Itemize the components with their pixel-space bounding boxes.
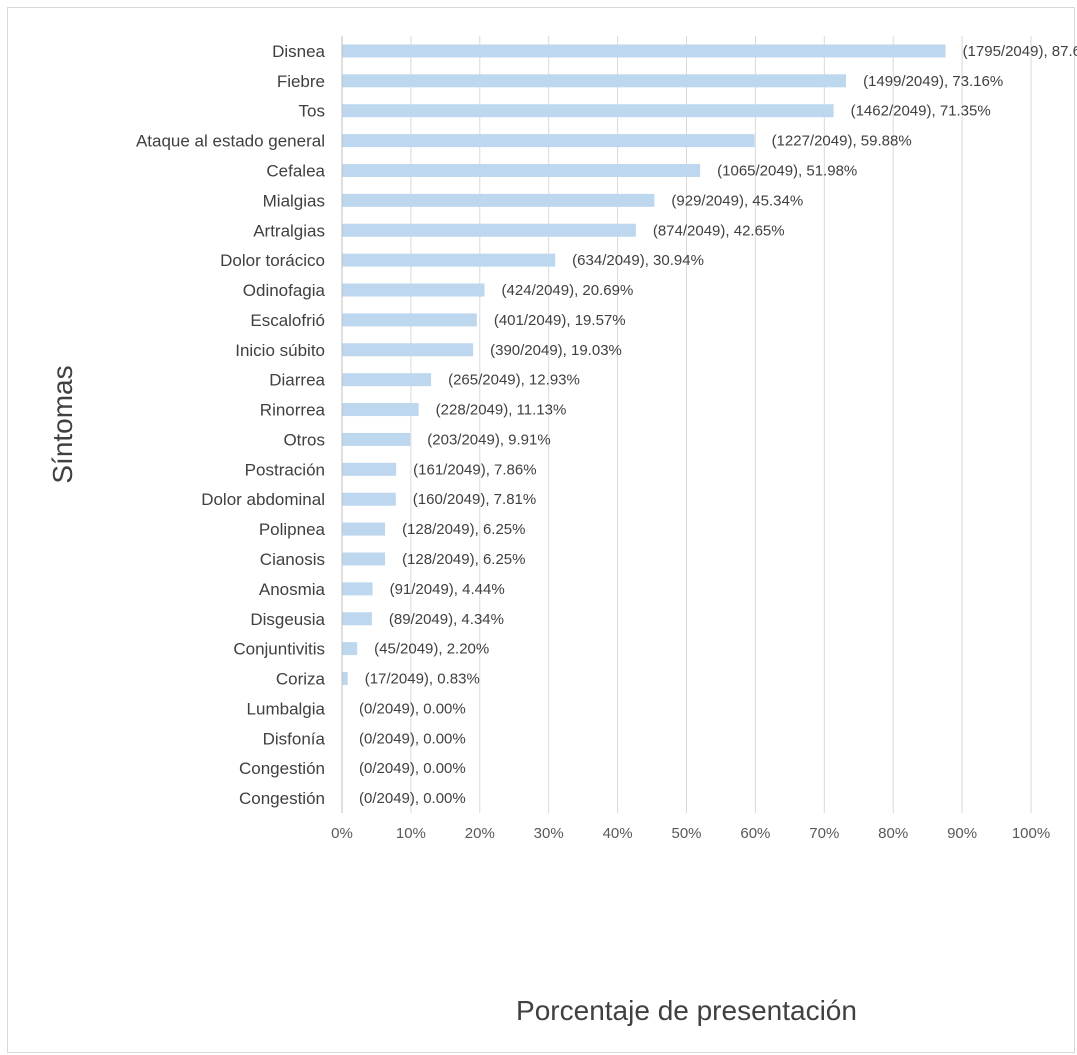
data-label: (0/2049), 0.00% — [359, 790, 466, 807]
bar — [342, 462, 397, 476]
category-label: Conjuntivitis — [233, 640, 325, 659]
chart-frame — [7, 7, 1075, 1053]
category-label: Artralgias — [253, 221, 325, 240]
bar — [342, 642, 358, 656]
category-label: Odinofagia — [243, 281, 326, 300]
category-label: Cefalea — [266, 161, 325, 180]
bar — [342, 432, 411, 446]
bar — [342, 44, 946, 58]
data-label: (128/2049), 6.25% — [402, 551, 525, 568]
category-label: Postración — [245, 460, 325, 479]
bar — [342, 672, 348, 686]
category-label: Dolor torácico — [220, 251, 325, 270]
data-label: (160/2049), 7.81% — [413, 491, 536, 508]
x-tick-label: 20% — [465, 825, 495, 842]
category-label: Lumbalgia — [247, 699, 326, 718]
x-tick-label: 100% — [1012, 825, 1050, 842]
data-label: (1795/2049), 87.60% — [963, 43, 1077, 60]
data-label: (0/2049), 0.00% — [359, 760, 466, 777]
data-label: (1499/2049), 73.16% — [863, 73, 1003, 90]
data-label: (634/2049), 30.94% — [572, 252, 704, 269]
category-label: Rinorrea — [260, 401, 326, 420]
category-labels: Disnea Fiebre Tos Ataque al estado general C… — [136, 42, 326, 808]
bar — [342, 134, 755, 148]
data-label: (265/2049), 12.93% — [448, 372, 580, 389]
category-label: Cianosis — [260, 550, 325, 569]
x-axis-title: Porcentaje de presentación — [516, 995, 857, 1026]
x-tick-label: 40% — [603, 825, 633, 842]
category-label: Coriza — [276, 670, 326, 689]
bar — [342, 104, 834, 118]
data-label: (45/2049), 2.20% — [374, 641, 489, 658]
bar — [342, 403, 419, 417]
bar — [342, 343, 474, 357]
x-tick-label: 0% — [331, 825, 353, 842]
data-label: (874/2049), 42.65% — [653, 222, 785, 239]
bar — [342, 492, 396, 506]
data-label: (424/2049), 20.69% — [502, 282, 634, 299]
category-label: Otros — [283, 430, 325, 449]
category-label: Inicio súbito — [235, 341, 325, 360]
bar — [342, 522, 386, 536]
bar — [342, 193, 655, 207]
bar — [342, 253, 556, 267]
category-label: Anosmia — [259, 580, 326, 599]
category-label: Ataque al estado general — [136, 132, 325, 151]
bar — [342, 313, 477, 327]
bar — [342, 612, 372, 626]
x-tick-label: 80% — [878, 825, 908, 842]
data-label: (1462/2049), 71.35% — [851, 103, 991, 120]
bar — [342, 283, 485, 297]
data-label: (929/2049), 45.34% — [671, 192, 803, 209]
bar — [342, 163, 701, 177]
category-label: Polipnea — [259, 520, 326, 539]
category-label: Fiebre — [277, 72, 325, 91]
data-label: (17/2049), 0.83% — [365, 671, 480, 688]
data-labels: (1795/2049), 87.60% (1499/2049), 73.16% (1… — [359, 43, 1077, 807]
category-label: Disnea — [272, 42, 325, 61]
category-label: Disfonía — [263, 729, 326, 748]
data-label: (228/2049), 11.13% — [436, 402, 567, 419]
data-label: (0/2049), 0.00% — [359, 700, 466, 717]
y-axis-title: Síntomas — [47, 365, 78, 483]
category-label: Dolor abdominal — [201, 490, 325, 509]
category-label: Disgeusia — [250, 610, 325, 629]
x-tick-label: 10% — [396, 825, 426, 842]
data-label: (89/2049), 4.34% — [389, 611, 504, 628]
data-label: (401/2049), 19.57% — [494, 312, 626, 329]
category-label: Congestión — [239, 789, 325, 808]
category-label: Mialgias — [263, 191, 325, 210]
category-label: Congestión — [239, 759, 325, 778]
x-tick-label: 60% — [740, 825, 770, 842]
data-label: (1065/2049), 51.98% — [717, 162, 857, 179]
x-tick-label: 50% — [671, 825, 701, 842]
data-label: (390/2049), 19.03% — [490, 342, 622, 359]
data-label: (128/2049), 6.25% — [402, 521, 525, 538]
gridlines — [410, 36, 1032, 813]
bar — [342, 582, 373, 596]
bar — [342, 74, 847, 88]
data-label: (0/2049), 0.00% — [359, 730, 466, 747]
x-tick-labels: 0% 10% 20% 30% 40% 50% 60% 70% 80% 90% 100% — [331, 825, 1050, 842]
bars — [342, 44, 946, 686]
data-label: (1227/2049), 59.88% — [772, 133, 912, 150]
bar — [342, 373, 432, 387]
bar — [342, 223, 636, 237]
x-tick-label: 30% — [534, 825, 564, 842]
bar — [342, 552, 386, 566]
category-label: Escalofrió — [250, 311, 325, 330]
data-label: (91/2049), 4.44% — [390, 581, 505, 598]
x-tick-label: 90% — [947, 825, 977, 842]
category-label: Tos — [299, 102, 325, 121]
data-label: (203/2049), 9.91% — [427, 431, 550, 448]
data-label: (161/2049), 7.86% — [413, 461, 536, 478]
category-label: Diarrea — [269, 371, 325, 390]
x-tick-label: 70% — [809, 825, 839, 842]
